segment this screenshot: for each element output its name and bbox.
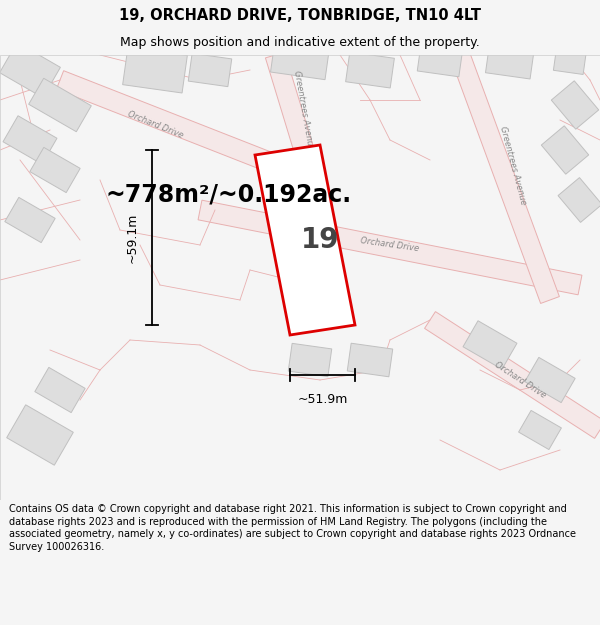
Polygon shape — [7, 405, 73, 465]
Polygon shape — [451, 51, 559, 304]
Text: Greentrees Avenue: Greentrees Avenue — [498, 125, 528, 205]
Polygon shape — [56, 71, 319, 189]
Text: ~778m²/~0.192ac.: ~778m²/~0.192ac. — [105, 183, 351, 207]
Polygon shape — [425, 312, 600, 438]
Text: Contains OS data © Crown copyright and database right 2021. This information is : Contains OS data © Crown copyright and d… — [9, 504, 576, 552]
Polygon shape — [288, 343, 332, 377]
Text: Orchard Drive: Orchard Drive — [126, 110, 184, 140]
Text: Greentrees Avenue: Greentrees Avenue — [292, 69, 314, 151]
Text: Map shows position and indicative extent of the property.: Map shows position and indicative extent… — [120, 36, 480, 49]
Polygon shape — [5, 198, 55, 242]
Polygon shape — [463, 321, 517, 369]
Text: 19, ORCHARD DRIVE, TONBRIDGE, TN10 4LT: 19, ORCHARD DRIVE, TONBRIDGE, TN10 4LT — [119, 8, 481, 23]
Text: Orchard Drive: Orchard Drive — [360, 236, 420, 254]
Polygon shape — [198, 200, 582, 295]
Polygon shape — [255, 145, 355, 335]
Polygon shape — [518, 411, 562, 449]
Polygon shape — [300, 168, 340, 262]
Polygon shape — [122, 47, 187, 93]
Polygon shape — [30, 148, 80, 192]
Polygon shape — [558, 177, 600, 222]
Text: ~59.1m: ~59.1m — [125, 213, 139, 262]
Text: 19: 19 — [301, 226, 339, 254]
Polygon shape — [35, 368, 85, 413]
Polygon shape — [553, 46, 587, 74]
Polygon shape — [29, 78, 91, 132]
Polygon shape — [541, 126, 589, 174]
Polygon shape — [3, 116, 57, 164]
Polygon shape — [271, 41, 329, 79]
Polygon shape — [347, 343, 393, 377]
Polygon shape — [188, 53, 232, 87]
Polygon shape — [265, 52, 320, 173]
Polygon shape — [346, 52, 394, 88]
Polygon shape — [551, 81, 599, 129]
Polygon shape — [0, 42, 61, 98]
Text: ~51.9m: ~51.9m — [298, 393, 347, 406]
Polygon shape — [417, 43, 463, 77]
Polygon shape — [525, 357, 575, 402]
Text: Orchard Drive: Orchard Drive — [493, 360, 547, 400]
Polygon shape — [485, 41, 535, 79]
